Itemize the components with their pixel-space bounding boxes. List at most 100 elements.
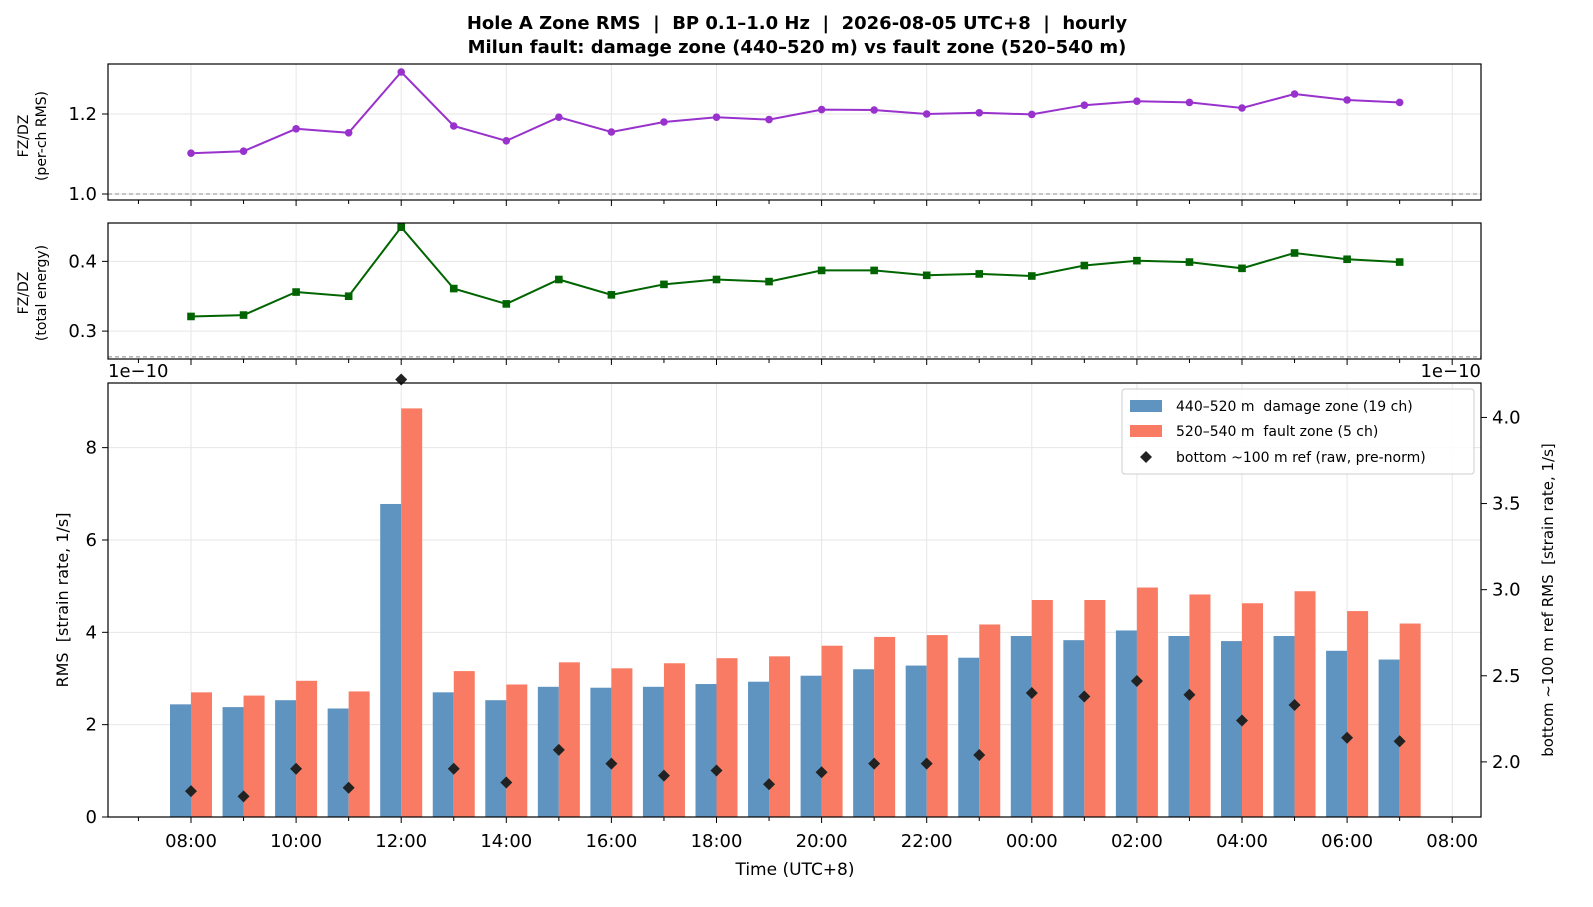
bar-damage-zone bbox=[695, 684, 717, 817]
data-point bbox=[397, 68, 406, 76]
y-tick-label: 1.0 bbox=[68, 184, 97, 205]
bar-damage-zone bbox=[590, 687, 612, 817]
reference-marker bbox=[290, 762, 303, 775]
y-tick-label: 2 bbox=[86, 715, 97, 736]
series-line bbox=[190, 225, 1400, 318]
data-point bbox=[870, 266, 878, 275]
x-tick-label: 04:00 bbox=[1216, 831, 1268, 852]
ratio-per-channel-series bbox=[187, 68, 1404, 157]
bar-damage-zone bbox=[1378, 659, 1400, 817]
bar-damage-zone bbox=[642, 686, 664, 817]
reference-marker bbox=[1341, 731, 1354, 744]
data-point bbox=[1290, 249, 1299, 257]
data-point bbox=[712, 275, 721, 284]
bar-damage-zone bbox=[275, 700, 297, 817]
ratio-per-channel-panel: 1.0 1.2 FZ/DZ (per-ch RMS) bbox=[16, 63, 1482, 206]
bar-damage-zone bbox=[222, 707, 244, 817]
y-tick-label-right: 4.0 bbox=[1492, 407, 1521, 428]
bar-fault-zone bbox=[243, 695, 265, 817]
data-point bbox=[1395, 258, 1404, 266]
bar-damage-zone bbox=[1168, 636, 1190, 817]
data-point bbox=[292, 288, 300, 296]
y-axis-label-line2: (total energy) bbox=[34, 245, 50, 341]
bar-damage-zone bbox=[1273, 636, 1295, 817]
bar-fault-zone bbox=[401, 408, 423, 817]
data-point bbox=[712, 113, 721, 121]
chart-title-line1: Hole A Zone RMS | BP 0.1–1.0 Hz | 2026-0… bbox=[467, 13, 1128, 34]
y-axis-label-right: bottom ~100 m ref RMS [strain rate, 1/s] bbox=[1539, 443, 1557, 757]
plot-frame bbox=[107, 222, 1482, 360]
data-point bbox=[765, 115, 773, 124]
legend-swatch-damage bbox=[1130, 400, 1162, 412]
reference-markers bbox=[185, 373, 1406, 803]
y-axis-label-line1: FZ/DZ bbox=[16, 115, 32, 158]
bar-fault-zone bbox=[1242, 603, 1263, 817]
reference-marker bbox=[657, 769, 670, 782]
data-point bbox=[397, 223, 405, 231]
y-tick-label-right: 3.0 bbox=[1492, 580, 1521, 601]
data-point bbox=[1080, 261, 1089, 270]
bar-fault-zone bbox=[1136, 587, 1158, 817]
bar-damage-zone bbox=[1010, 636, 1032, 817]
reference-marker bbox=[1288, 699, 1301, 712]
bar-damage-zone bbox=[1221, 641, 1242, 817]
bar-fault-zone bbox=[1189, 594, 1211, 817]
data-point bbox=[607, 128, 616, 136]
reference-marker bbox=[1183, 688, 1196, 701]
x-tick-label: 06:00 bbox=[1321, 831, 1373, 852]
data-point bbox=[1395, 98, 1404, 107]
bar-fault-zone bbox=[611, 668, 633, 817]
data-point bbox=[239, 147, 248, 155]
y-tick-label-right: 2.5 bbox=[1492, 666, 1521, 687]
data-point bbox=[1185, 258, 1194, 266]
reference-marker bbox=[1130, 674, 1143, 687]
data-point bbox=[660, 118, 668, 126]
reference-marker bbox=[1393, 735, 1406, 748]
legend-swatch-fault bbox=[1130, 425, 1162, 437]
bar-damage-zone bbox=[958, 657, 980, 817]
legend-label-ref: bottom ~100 m ref (raw, pre-norm) bbox=[1176, 450, 1426, 466]
legend-label-fault: 520–540 m fault zone (5 ch) bbox=[1176, 424, 1378, 440]
y-tick-label-right: 2.0 bbox=[1492, 752, 1521, 773]
x-tick-label: 08:00 bbox=[1426, 831, 1478, 852]
data-point bbox=[765, 277, 773, 286]
bar-damage-zone bbox=[905, 665, 927, 817]
data-point bbox=[187, 149, 195, 157]
data-point bbox=[975, 270, 984, 278]
data-point bbox=[922, 271, 931, 280]
bar-fault-zone bbox=[663, 663, 685, 817]
plot-frame bbox=[107, 63, 1482, 201]
axes: 1.0 1.2 bbox=[68, 63, 1482, 206]
plot-frame bbox=[107, 382, 1482, 818]
data-point bbox=[922, 110, 931, 118]
data-point bbox=[817, 266, 826, 275]
data-point bbox=[817, 105, 826, 114]
data-point bbox=[187, 312, 195, 321]
reference-marker bbox=[395, 373, 408, 386]
reference-marker bbox=[710, 764, 723, 777]
grid bbox=[108, 223, 1481, 359]
x-tick-label: 00:00 bbox=[1006, 831, 1058, 852]
reference-marker bbox=[552, 743, 565, 756]
reference-marker bbox=[920, 757, 933, 770]
data-point bbox=[449, 284, 458, 293]
axes: 0 2 4 6 8 2.0 2.5 3.0 3.5 4.0 08:00 10:00 12:00 14:00… bbox=[86, 382, 1521, 852]
grid bbox=[108, 64, 1481, 200]
bar-fault-zone bbox=[769, 656, 791, 817]
bar-damage-zone bbox=[853, 669, 875, 817]
legend-label-damage: 440–520 m damage zone (19 ch) bbox=[1176, 399, 1413, 415]
ratio-total-energy-panel: 0.3 0.4 FZ/DZ (total energy) bbox=[16, 222, 1482, 365]
data-point bbox=[502, 137, 511, 145]
bar-damage-zone bbox=[1115, 630, 1137, 817]
data-point bbox=[555, 275, 563, 284]
x-tick-label: 08:00 bbox=[165, 831, 217, 852]
data-point bbox=[1133, 97, 1141, 105]
reference-marker bbox=[973, 749, 986, 761]
data-point bbox=[660, 280, 668, 289]
bar-fault-zone bbox=[1294, 591, 1316, 817]
reference-marker bbox=[868, 757, 881, 770]
bar-damage-zone bbox=[537, 686, 559, 817]
x-tick-label: 10:00 bbox=[270, 831, 322, 852]
bar-fault-zone bbox=[1347, 611, 1369, 817]
data-point bbox=[1028, 110, 1036, 119]
